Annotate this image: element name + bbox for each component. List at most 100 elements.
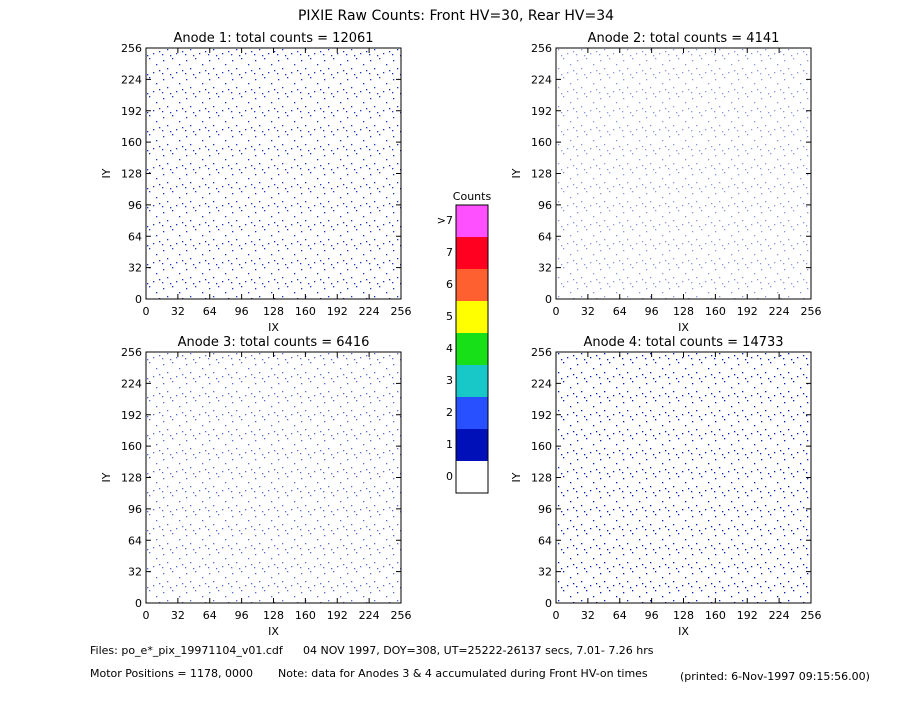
y-tick-label: 256 [121,346,142,359]
y-tick-label: 224 [531,73,552,86]
x-tick-label: 0 [553,609,560,622]
x-tick-label: 128 [263,305,284,318]
x-tick-label: 96 [645,305,659,318]
x-tick-label: 32 [581,609,595,622]
x-tick-label: 160 [705,609,726,622]
y-tick-label: 160 [121,440,142,453]
x-axis-label: IX [268,625,279,638]
y-tick-label: 256 [531,346,552,359]
y-tick-label: 160 [531,136,552,149]
x-tick-label: 224 [769,305,790,318]
colorbar-cell [456,461,488,493]
x-tick-label: 256 [391,609,412,622]
y-tick-label: 32 [128,566,142,579]
y-tick-label: 128 [531,472,552,485]
x-tick-label: 160 [705,305,726,318]
colorbar-label: 6 [446,278,453,291]
colorbar-label: 2 [446,406,453,419]
y-tick-label: 256 [121,42,142,55]
y-tick-label: 64 [128,230,142,243]
y-axis-label: IY [510,168,523,178]
colorbar-label: 7 [446,246,453,259]
x-tick-label: 0 [143,305,150,318]
pixel-field [146,352,401,603]
y-tick-label: 192 [121,409,142,422]
colorbar-label: 1 [446,438,453,451]
panel-title: Anode 1: total counts = 12061 [173,31,373,46]
y-tick-label: 256 [531,42,552,55]
colorbar-cell [456,429,488,461]
x-tick-label: 64 [613,305,627,318]
y-tick-label: 96 [538,503,552,516]
y-tick-label: 192 [531,409,552,422]
x-tick-label: 32 [581,305,595,318]
y-tick-label: 96 [538,199,552,212]
pixel-field [146,48,401,299]
y-axis-label: IY [100,472,113,482]
y-tick-label: 96 [128,199,142,212]
x-tick-label: 192 [737,305,758,318]
panel-title: Anode 4: total counts = 14733 [583,335,783,350]
footer-time: 04 NOV 1997, DOY=308, UT=25222-26137 sec… [303,644,654,657]
y-axis-label: IY [100,168,113,178]
x-axis-label: IX [678,321,689,334]
y-tick-label: 224 [531,377,552,390]
colorbar-label: 4 [446,342,453,355]
y-tick-label: 192 [531,105,552,118]
y-tick-label: 128 [121,472,142,485]
y-tick-label: 64 [538,534,552,547]
x-axis-label: IX [268,321,279,334]
x-tick-label: 32 [171,609,185,622]
colorbar-label: 3 [446,374,453,387]
y-tick-label: 224 [121,377,142,390]
footer-printed: (printed: 6-Nov-1997 09:15:56.00) [680,670,870,683]
x-tick-label: 160 [295,609,316,622]
colorbar-frame [455,204,489,494]
colorbar-label: >7 [437,214,453,227]
x-tick-label: 256 [391,305,412,318]
panel-title: Anode 2: total counts = 4141 [588,31,780,46]
x-tick-label: 192 [327,609,348,622]
x-tick-label: 224 [359,305,380,318]
y-tick-label: 32 [538,262,552,275]
x-tick-label: 128 [673,305,694,318]
footer-files: Files: po_e*_pix_19971104_v01.cdf [90,644,284,657]
y-tick-label: 0 [545,597,552,610]
x-tick-label: 224 [769,609,790,622]
colorbar-label: 0 [446,470,453,483]
y-tick-label: 32 [538,566,552,579]
x-tick-label: 64 [203,305,217,318]
y-tick-label: 0 [135,293,142,306]
y-tick-label: 64 [538,230,552,243]
y-tick-label: 128 [121,168,142,181]
x-tick-label: 192 [737,609,758,622]
x-tick-label: 0 [143,609,150,622]
x-tick-label: 64 [613,609,627,622]
x-tick-label: 32 [171,305,185,318]
pixel-field [556,48,811,299]
y-tick-label: 160 [531,440,552,453]
x-tick-label: 128 [263,609,284,622]
x-tick-label: 64 [203,609,217,622]
colorbar-cell [456,301,488,333]
x-tick-label: 0 [553,305,560,318]
y-tick-label: 0 [545,293,552,306]
colorbar-cell [456,333,488,365]
x-tick-label: 96 [645,609,659,622]
x-tick-label: 96 [235,609,249,622]
footer-motor: Motor Positions = 1178, 0000 [90,667,253,680]
x-tick-label: 256 [801,609,822,622]
x-tick-label: 96 [235,305,249,318]
panel-title: Anode 3: total counts = 6416 [178,335,370,350]
x-tick-label: 192 [327,305,348,318]
y-tick-label: 224 [121,73,142,86]
y-tick-label: 32 [128,262,142,275]
colorbar-cell [456,205,488,237]
x-tick-label: 256 [801,305,822,318]
x-tick-label: 128 [673,609,694,622]
x-tick-label: 160 [295,305,316,318]
y-tick-label: 128 [531,168,552,181]
colorbar-cell [456,365,488,397]
colorbar-cell [456,237,488,269]
